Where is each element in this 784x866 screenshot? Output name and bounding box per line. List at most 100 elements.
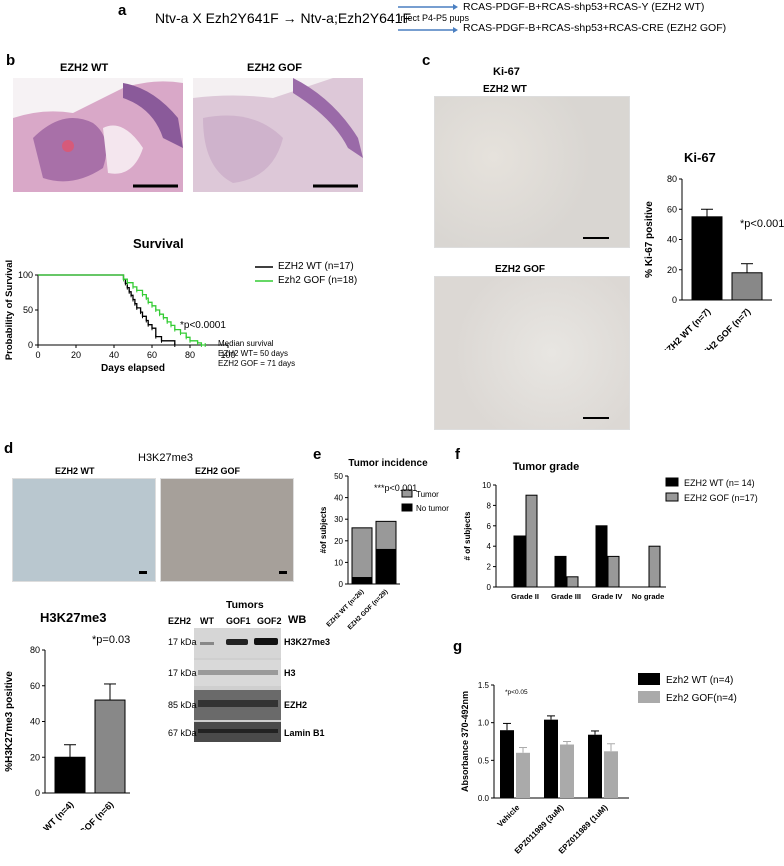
panel-label-e: e	[313, 446, 322, 463]
scheme-arrows	[398, 4, 458, 33]
ki67-pvalue: *p<0.001	[740, 218, 784, 230]
h3k27me3-chart-title: H3K27me3	[40, 610, 107, 625]
y-axis-label: Probability of Survival	[4, 260, 15, 360]
bar	[94, 699, 126, 794]
y-tick-label: 2	[487, 563, 492, 572]
x-axis-label: Days elapsed	[101, 363, 165, 374]
x-tick-label: 40	[109, 350, 119, 360]
y-tick-label: 0.5	[478, 756, 490, 765]
wb-band-h3	[194, 660, 281, 686]
x-tick-label: 100	[220, 350, 235, 360]
chart-title: Tumor incidence	[348, 458, 428, 469]
wb-title: Tumors	[226, 599, 264, 611]
panel-label-g: g	[453, 638, 463, 655]
y-tick-label: 40	[334, 494, 343, 503]
wb-header-wb: WB	[288, 614, 307, 626]
wb-blot	[194, 628, 281, 742]
y-tick-label: 1.0	[478, 719, 490, 728]
y-tick-label: 1.5	[478, 681, 490, 690]
x-tick-label: 0	[35, 350, 40, 360]
c-img-wt-title: EZH2 WT	[483, 84, 527, 95]
y-tick-label: 20	[667, 265, 677, 275]
wb-band-ezh2	[194, 690, 281, 720]
y-tick-label: 6	[487, 522, 492, 531]
wb-label-3: Lamin B1	[284, 728, 325, 738]
y-tick-label: 40	[667, 235, 677, 245]
panel-label-b: b	[6, 52, 16, 69]
arm-wt-text: RCAS-PDGF-B+RCAS-shp53+RCAS-Y (EZH2 WT)	[463, 1, 705, 13]
legend-label: EZH2 WT (n= 14)	[684, 478, 755, 488]
x-tick-label: 80	[185, 350, 195, 360]
survival-title: Survival	[133, 236, 184, 251]
wb-band-h3k27me3	[194, 628, 281, 658]
ki67-image-gof	[434, 276, 630, 430]
h3k27me3-pvalue: *p=0.03	[92, 634, 131, 646]
c-title: Ki-67	[493, 66, 520, 78]
bar	[595, 525, 608, 588]
legend-swatch	[638, 691, 660, 703]
y-tick-label: 8	[487, 501, 492, 510]
x-tick-label: 60	[147, 350, 157, 360]
bar	[604, 751, 618, 798]
survival-pvalue: *p<0.0001	[180, 320, 226, 331]
legend-no-tumor: No tumor	[416, 504, 449, 513]
ki67-image-wt	[434, 96, 630, 248]
wb-label-1: H3	[284, 668, 296, 678]
median-survival-line2: EZH2 WT= 50 days	[218, 349, 289, 358]
panel-label-c: c	[422, 52, 431, 69]
wb-header-gof2: GOF2	[257, 616, 282, 626]
bar	[566, 576, 579, 588]
panel-label-f: f	[455, 446, 460, 463]
d-img-wt-title: EZH2 WT	[55, 466, 95, 476]
bar	[607, 555, 620, 588]
stack-segment	[351, 527, 373, 579]
survival-legend-gof: Ezh2 GOF (n=18)	[278, 275, 358, 286]
legend-swatch-no-tumor	[401, 503, 413, 512]
y-tick-label: 0	[487, 583, 492, 592]
y-tick-label: 0	[339, 580, 344, 589]
b-img-wt-title: EZH2 WT	[60, 62, 109, 74]
bar	[731, 272, 763, 301]
arm-gof-text: RCAS-PDGF-B+RCAS-shp53+RCAS-CRE (EZH2 GO…	[463, 22, 727, 34]
y-tick-label: 4	[487, 542, 492, 551]
wb-label-0: H3K27me3	[284, 637, 331, 647]
wb-kda-0: 17 kDa	[168, 637, 197, 647]
legend-swatch	[638, 673, 660, 685]
he-image-gof	[193, 78, 363, 192]
bar	[544, 719, 558, 798]
survival-line-wt	[38, 274, 176, 345]
y-axis-label: Absorbance 370-492nm	[460, 691, 470, 792]
wb-kda-1: 17 kDa	[168, 668, 197, 678]
wb-header-ezh2: EZH2	[168, 616, 192, 626]
panel-label-d: d	[4, 440, 14, 457]
median-survival-line3: EZH2 GOF = 71 days	[218, 359, 296, 368]
category-label: No grade	[632, 592, 665, 601]
y-tick-label: 0	[672, 295, 677, 305]
wb-band-laminb1	[194, 722, 281, 742]
y-tick-label: 40	[30, 717, 40, 727]
survival-chart: 0 50 100 0 20 40 60 80 100 Days elapsed Probabilit…	[4, 260, 236, 374]
category-label: Grade IV	[592, 592, 623, 601]
bar	[525, 494, 538, 588]
y-tick-label: 100	[18, 270, 33, 280]
category-label: Grade II	[511, 592, 539, 601]
y-tick-label: 50	[334, 472, 343, 481]
stack-segment	[375, 548, 397, 585]
b-img-gof-title: EZH2 GOF	[247, 62, 303, 74]
y-tick-label: 10	[334, 558, 343, 567]
survival-legend-swatches	[255, 266, 273, 282]
y-tick-label: 60	[667, 204, 677, 214]
y-tick-label: 0.0	[478, 794, 490, 803]
y-axis-label: %H3K27me3 positive	[4, 671, 15, 772]
y-tick-label: 20	[334, 537, 343, 546]
bar	[588, 734, 602, 798]
survival-legend-wt: EZH2 WT (n=17)	[278, 261, 354, 272]
median-survival-line1: Median survival	[218, 339, 274, 348]
x-tick-label: 20	[71, 350, 81, 360]
bar	[54, 756, 86, 794]
y-tick-label: 0	[28, 340, 33, 350]
legend-label: Ezh2 GOF(n=4)	[666, 693, 737, 704]
